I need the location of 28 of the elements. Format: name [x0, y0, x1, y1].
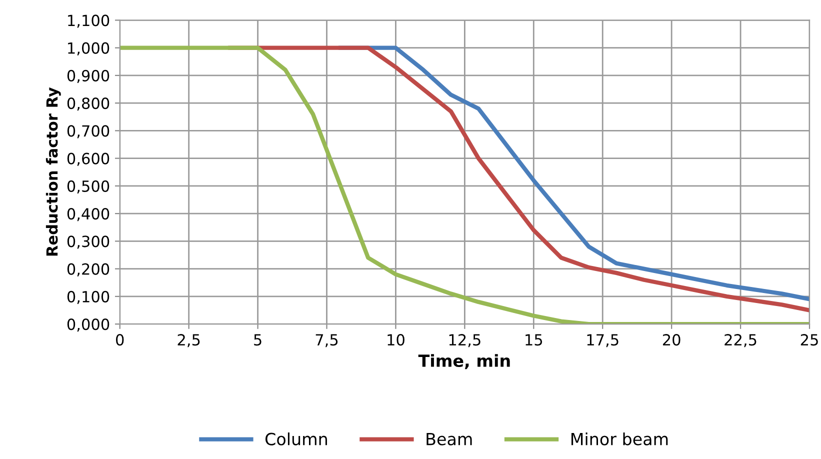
y-tick-label: 1,100	[68, 14, 110, 28]
legend-label: Column	[265, 432, 327, 446]
legend-label: Minor beam	[571, 432, 668, 446]
y-tick-label: 0,600	[67, 152, 110, 166]
y-tick-label: 0,800	[67, 98, 110, 111]
y-tick-label: 0,100	[67, 290, 110, 304]
x-tick-label: 25	[800, 334, 818, 346]
x-tick-label: 22,5	[724, 334, 756, 348]
x-tick-label: 7,5	[316, 334, 338, 348]
y-axis-title: Reduction factor Ry	[46, 87, 61, 256]
x-axis-title: Time, min	[418, 354, 510, 370]
y-tick-label: 0,500	[67, 180, 110, 194]
x-tick-label: 0	[116, 334, 124, 346]
x-tick-label: 20	[662, 334, 680, 346]
x-tick-label: 17,5	[587, 334, 618, 348]
legend-label: Beam	[426, 432, 472, 446]
y-tick-label: 0,900	[67, 70, 110, 84]
y-tick-label: 0,700	[67, 125, 110, 138]
y-tick-label: 0,300	[67, 236, 110, 249]
x-tick-label: 12,5	[449, 334, 480, 348]
y-tick-label: 1,000	[68, 42, 110, 56]
x-tick-label: 5	[254, 334, 262, 346]
x-tick-label: 15	[526, 334, 542, 346]
y-tick-label: 0,200	[67, 263, 110, 276]
y-tick-label: 0,400	[67, 208, 110, 222]
x-tick-label: 2,5	[178, 334, 200, 348]
y-tick-label: 0,000	[67, 318, 110, 332]
x-tick-label: 10	[388, 334, 404, 346]
